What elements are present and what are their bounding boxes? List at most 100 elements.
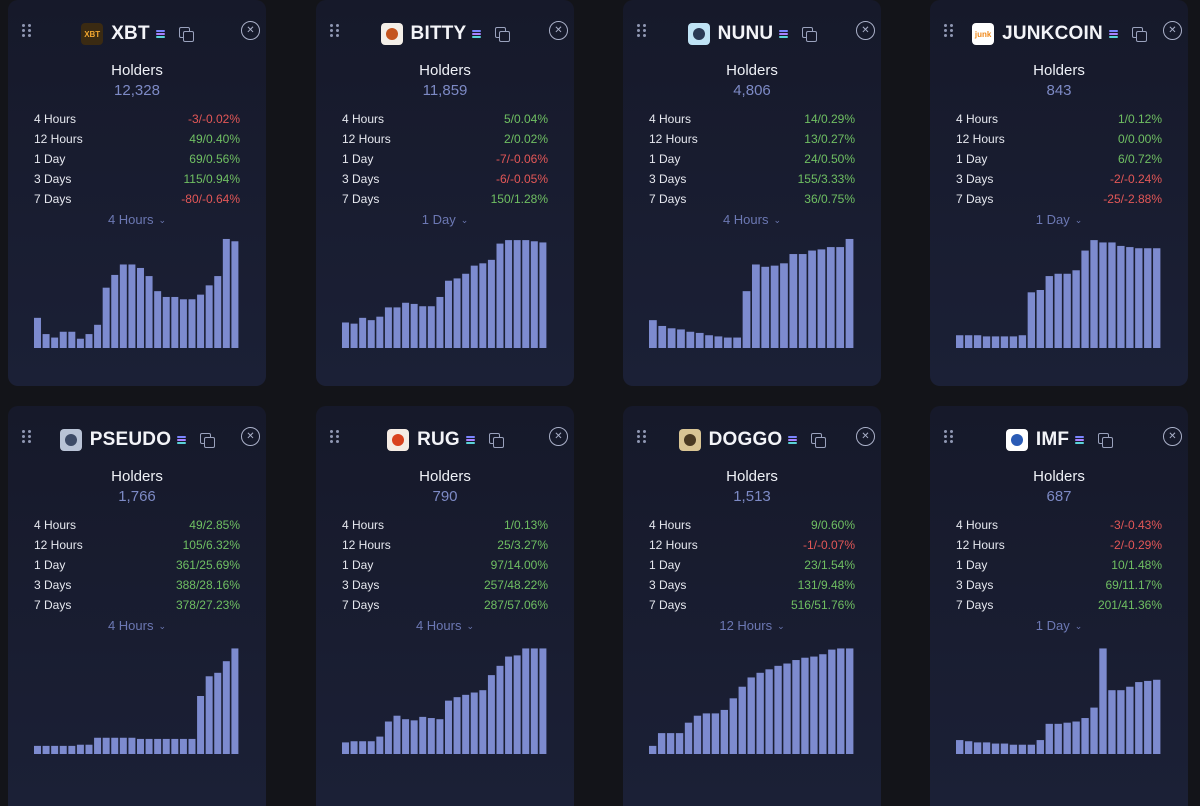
- bar-chart-svg: [342, 648, 547, 754]
- chart-bar: [666, 733, 675, 754]
- holder-change-value: 516/51.76%: [790, 598, 855, 612]
- chart-bar: [59, 331, 67, 348]
- holder-change-value: 49/0.40%: [189, 132, 240, 146]
- chart-period-dropdown[interactable]: 1 Day ⌄: [316, 212, 574, 227]
- holders-bar-chart: [956, 232, 1162, 348]
- chart-bar: [205, 676, 213, 754]
- drag-handle-icon[interactable]: [637, 430, 647, 446]
- bar-chart-svg: [956, 240, 1161, 348]
- chart-bar: [1027, 744, 1036, 754]
- chart-bar: [667, 328, 676, 348]
- chart-bar: [530, 648, 538, 754]
- copy-icon[interactable]: [1131, 27, 1147, 42]
- chart-bar: [756, 672, 764, 754]
- chain-stack-icon: [472, 30, 482, 38]
- holders-bar-chart: [342, 638, 548, 754]
- drag-handle-icon[interactable]: [944, 24, 954, 40]
- holder-change-value: 155/3.33%: [797, 172, 855, 186]
- chart-bar: [427, 718, 435, 754]
- junkcoin-logo-icon: junk: [972, 23, 995, 45]
- holders-bar-chart: [956, 638, 1162, 754]
- holders-bar-chart: [649, 638, 855, 754]
- drag-handle-icon[interactable]: [330, 430, 340, 446]
- chart-period-dropdown[interactable]: 4 Hours ⌄: [8, 618, 266, 633]
- chart-bar: [964, 335, 973, 348]
- holder-change-value: 14/0.29%: [804, 112, 855, 126]
- period-label: 4 Hours: [649, 518, 692, 532]
- chart-bar: [742, 291, 751, 348]
- close-icon[interactable]: ✕: [1163, 427, 1182, 446]
- copy-icon[interactable]: [495, 27, 511, 42]
- chart-bar: [479, 690, 487, 754]
- copy-icon[interactable]: [811, 433, 827, 448]
- chart-period-dropdown[interactable]: 4 Hours ⌄: [623, 212, 881, 227]
- holder-change-row: 7 Days 378/27.23%: [34, 595, 240, 615]
- close-icon[interactable]: ✕: [549, 427, 568, 446]
- chart-bar: [128, 264, 136, 348]
- chart-bar: [828, 649, 836, 754]
- chart-bar: [68, 331, 76, 348]
- chart-bar: [231, 648, 239, 754]
- chart-period-dropdown[interactable]: 1 Day ⌄: [930, 618, 1188, 633]
- chart-bar: [479, 263, 487, 348]
- chart-period-label: 4 Hours: [722, 212, 769, 227]
- holder-change-value: -80/-0.64%: [181, 192, 240, 206]
- chart-period-dropdown[interactable]: 12 Hours ⌄: [623, 618, 881, 633]
- chart-bar: [51, 745, 59, 754]
- holder-change-row: 4 Hours 1/0.13%: [342, 515, 548, 535]
- holder-change-value: 105/6.32%: [182, 538, 240, 552]
- chart-bar: [419, 306, 427, 348]
- drag-handle-icon[interactable]: [22, 24, 32, 40]
- chart-period-dropdown[interactable]: 1 Day ⌄: [930, 212, 1188, 227]
- chart-bar: [973, 742, 982, 754]
- chart-bar: [1018, 744, 1027, 754]
- chart-bar: [162, 296, 170, 348]
- token-name: JUNKCOIN: [1002, 23, 1103, 44]
- close-icon[interactable]: ✕: [241, 427, 260, 446]
- chart-bar: [1009, 336, 1018, 348]
- chart-bar: [845, 238, 854, 348]
- close-icon[interactable]: ✕: [856, 427, 875, 446]
- chart-bar: [1126, 247, 1134, 348]
- chart-bar: [723, 337, 732, 348]
- copy-icon[interactable]: [200, 433, 216, 448]
- chart-bar: [119, 264, 127, 348]
- holder-change-value: 388/28.16%: [175, 578, 240, 592]
- chart-bar: [179, 738, 187, 754]
- drag-handle-icon[interactable]: [330, 24, 340, 40]
- bar-chart-svg: [649, 238, 854, 348]
- copy-icon[interactable]: [488, 433, 504, 448]
- close-icon[interactable]: ✕: [549, 21, 568, 40]
- drag-handle-icon[interactable]: [637, 24, 647, 40]
- chart-bar: [1054, 723, 1062, 754]
- drag-handle-icon[interactable]: [944, 430, 954, 446]
- chart-period-dropdown[interactable]: 4 Hours ⌄: [8, 212, 266, 227]
- chart-bar: [68, 745, 76, 754]
- chart-bar: [810, 656, 818, 754]
- holder-change-value: 69/0.56%: [189, 152, 240, 166]
- chevron-down-icon: ⌄: [460, 215, 469, 225]
- copy-icon[interactable]: [1098, 433, 1114, 448]
- chart-bar: [94, 737, 102, 754]
- holder-change-row: 7 Days -25/-2.88%: [956, 189, 1162, 209]
- token-title: IMF: [930, 427, 1188, 453]
- close-icon[interactable]: ✕: [241, 21, 260, 40]
- copy-icon[interactable]: [178, 27, 194, 42]
- close-icon[interactable]: ✕: [1163, 21, 1182, 40]
- chart-bar: [350, 741, 358, 754]
- token-title: BITTY: [316, 21, 574, 47]
- period-label: 4 Hours: [34, 112, 77, 126]
- close-icon[interactable]: ✕: [856, 21, 875, 40]
- chart-bar: [1072, 721, 1080, 754]
- holder-change-value: -25/-2.88%: [1103, 192, 1162, 206]
- chart-bar: [1081, 250, 1089, 348]
- drag-handle-icon[interactable]: [22, 430, 32, 446]
- chart-bar: [137, 267, 144, 348]
- copy-icon[interactable]: [802, 27, 818, 42]
- chart-period-dropdown[interactable]: 4 Hours ⌄: [316, 618, 574, 633]
- holders-bar-chart: [342, 232, 548, 348]
- chart-bar: [188, 299, 196, 348]
- chart-bar: [487, 675, 495, 754]
- holder-change-row: 7 Days 516/51.76%: [649, 595, 855, 615]
- chart-bar: [513, 240, 521, 348]
